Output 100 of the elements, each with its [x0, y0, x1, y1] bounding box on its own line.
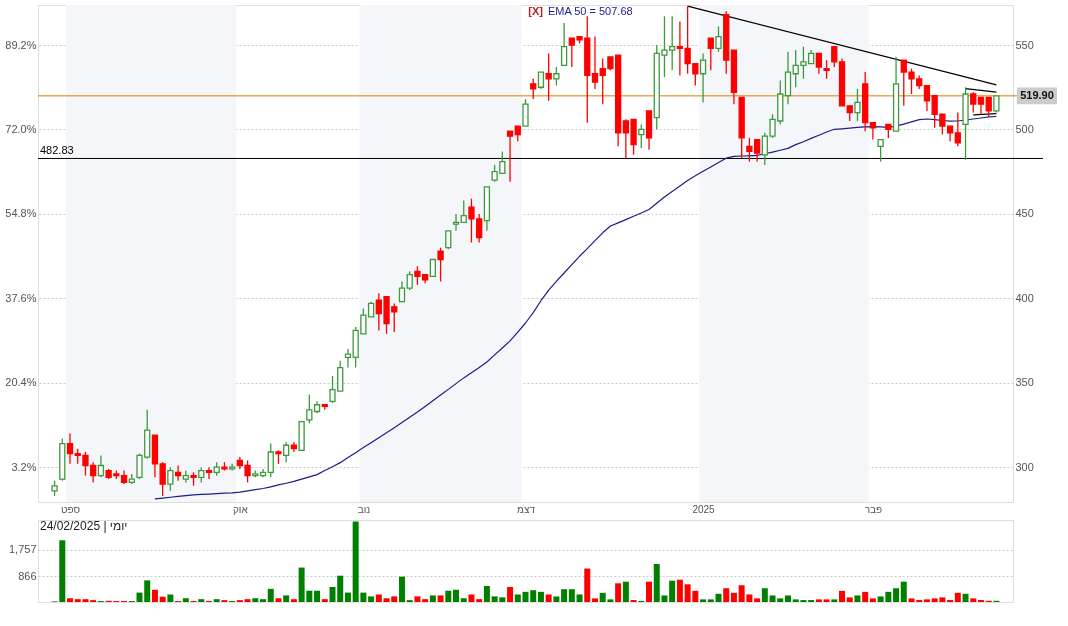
candlestick: [167, 466, 174, 492]
bar: [900, 581, 907, 602]
bar: [344, 592, 351, 602]
bar: [167, 594, 174, 602]
bar: [483, 586, 490, 602]
candlestick: [306, 393, 313, 424]
candlestick: [869, 122, 877, 141]
candlestick: [283, 441, 290, 463]
bar: [267, 588, 274, 602]
y-tick-label: 450: [1015, 207, 1034, 220]
y-tick-label: 1,757: [8, 543, 37, 556]
candlestick: [398, 280, 406, 303]
candlestick: [159, 461, 166, 497]
candlestick: [66, 432, 74, 465]
bar: [290, 599, 297, 602]
candlestick: [877, 138, 884, 163]
bar: [869, 598, 876, 602]
bar: [846, 597, 853, 602]
candlestick: [406, 270, 413, 291]
x-tick-label: אוק: [232, 503, 249, 515]
y2-tick-label: 72.0%: [5, 122, 37, 135]
bar: [514, 594, 521, 602]
bar: [429, 595, 436, 602]
candlestick: [506, 130, 514, 183]
candlestick: [97, 454, 105, 478]
line-series: [154, 115, 998, 500]
bar: [321, 599, 328, 602]
bar: [730, 592, 737, 602]
ref-line-label: 482.83: [40, 144, 74, 157]
bar: [198, 599, 205, 602]
bar: [962, 593, 969, 602]
x-tick-label: נוב: [357, 503, 371, 515]
bar: [615, 583, 622, 602]
bar: [151, 589, 158, 602]
bar: [815, 599, 822, 602]
bar: [700, 599, 707, 602]
bar: [862, 591, 869, 602]
x-tick-label: ספט: [60, 503, 81, 515]
bar: [553, 596, 560, 602]
bar: [213, 599, 220, 602]
bar: [182, 598, 189, 602]
candlestick: [452, 213, 460, 232]
bar: [923, 599, 930, 602]
candlestick: [784, 51, 792, 105]
bar: [414, 596, 421, 602]
bar: [591, 598, 598, 602]
bar: [715, 593, 722, 602]
candlestick: [445, 230, 452, 251]
bar: [67, 598, 74, 602]
bar: [568, 589, 575, 602]
text: EMA 50 = 507.68: [547, 5, 633, 17]
bar: [676, 579, 683, 602]
bar: [460, 598, 467, 602]
bar: [159, 596, 166, 602]
bar: [584, 568, 591, 602]
y-tick-label: 500: [1015, 122, 1034, 135]
bar: [445, 590, 452, 602]
y-tick-label: 300: [1015, 460, 1034, 473]
candlestick: [970, 91, 977, 114]
candlestick: [923, 84, 931, 112]
candlestick: [638, 123, 645, 149]
bar: [669, 580, 676, 602]
bar: [954, 592, 961, 602]
x-tick-label: פבר: [864, 503, 883, 515]
candlestick: [715, 25, 722, 53]
bar: [893, 588, 900, 602]
y2-tick-label: 37.6%: [5, 291, 37, 304]
bar: [545, 594, 552, 602]
bar: [784, 595, 791, 602]
candlestick: [854, 88, 861, 122]
y-tick-label: 550: [1015, 38, 1034, 51]
bar: [622, 581, 629, 602]
candlestick: [205, 466, 213, 480]
candlestick: [437, 247, 444, 283]
y2-tick-label: 54.8%: [5, 207, 37, 220]
candlestick: [267, 442, 274, 478]
candlestick: [815, 52, 823, 75]
y-tick-label: 400: [1015, 291, 1034, 304]
candlestick: [823, 59, 830, 80]
bar: [244, 599, 251, 602]
candlestick: [545, 52, 552, 102]
y2-tick-label: 89.2%: [5, 38, 37, 51]
y-tick-label: 350: [1015, 376, 1034, 389]
bar: [646, 581, 653, 602]
candlestick: [591, 35, 599, 90]
bar: [283, 595, 290, 602]
bar: [314, 590, 321, 602]
bar: [707, 599, 714, 602]
candlestick: [553, 66, 560, 87]
y-tick-label: 866: [18, 569, 37, 582]
bar: [375, 594, 382, 602]
candlestick: [707, 37, 714, 71]
y2-tick-label: 3.2%: [11, 460, 37, 473]
x-tick-label: 2025: [692, 503, 716, 515]
bar: [476, 599, 483, 602]
bar: [507, 586, 514, 602]
bar: [823, 599, 830, 602]
candlestick: [831, 46, 838, 68]
bar: [453, 589, 460, 602]
bar: [398, 576, 405, 602]
